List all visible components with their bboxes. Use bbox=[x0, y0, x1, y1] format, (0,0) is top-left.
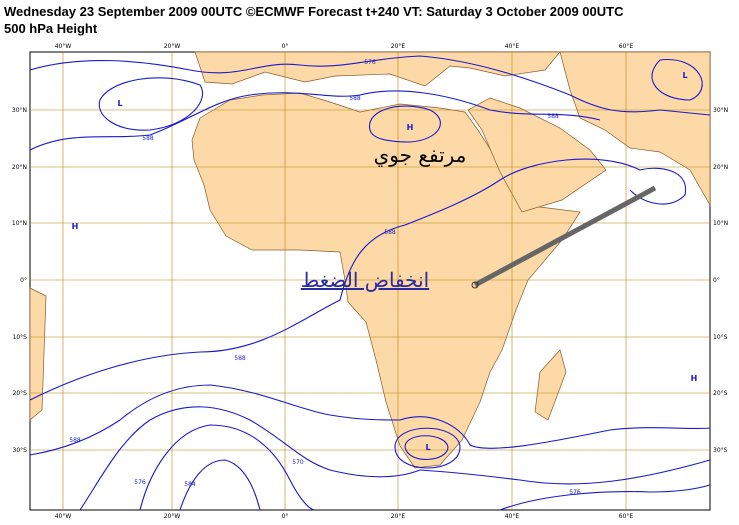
lat-label: 0° bbox=[713, 277, 720, 284]
europe bbox=[194, 51, 561, 87]
lat-label: 30°N bbox=[12, 107, 27, 114]
madagascar bbox=[534, 349, 567, 421]
land bbox=[29, 51, 711, 469]
arabia bbox=[467, 97, 607, 213]
lon-label: 40°W bbox=[55, 513, 72, 520]
lat-label: 10°N bbox=[12, 220, 27, 227]
contour bbox=[139, 424, 316, 511]
pressure-center: L bbox=[425, 443, 430, 452]
contour-label: 576 bbox=[134, 479, 146, 486]
contour bbox=[651, 59, 703, 101]
pressure-center: L bbox=[117, 99, 122, 108]
labels: 40°W 40°W 20°W 20°W 0° 0° 20°E 20°E 40°E 40°E 60°E… bbox=[12, 43, 728, 520]
contour-label: 588 bbox=[234, 355, 246, 362]
annotation-high: مرتفع جوي bbox=[374, 143, 467, 167]
asia bbox=[559, 51, 711, 207]
lat-label: 10°S bbox=[13, 334, 28, 341]
lat-label: 30°N bbox=[713, 107, 728, 114]
contour bbox=[394, 427, 461, 469]
lon-label: 60°E bbox=[619, 43, 634, 50]
contour-label: 588 bbox=[384, 229, 396, 236]
pressure-center: H bbox=[691, 374, 698, 383]
arrow-tail bbox=[471, 281, 479, 289]
contour bbox=[79, 406, 711, 511]
title: Wednesday 23 September 2009 00UTC ©ECMWF… bbox=[4, 4, 624, 19]
lat-label: 10°N bbox=[713, 220, 728, 227]
contour bbox=[29, 158, 686, 401]
lon-label: 40°W bbox=[55, 43, 72, 50]
lat-label: 20°S bbox=[13, 390, 28, 397]
lat-label: 20°S bbox=[713, 390, 728, 397]
contour bbox=[179, 459, 261, 511]
pressure-center: L bbox=[682, 71, 687, 80]
contour-label: 570 bbox=[292, 459, 304, 466]
lat-label: 20°N bbox=[713, 164, 728, 171]
contour bbox=[29, 55, 711, 116]
lat-label: 30°S bbox=[713, 447, 728, 454]
lon-label: 20°E bbox=[391, 43, 406, 50]
lat-label: 30°S bbox=[13, 447, 28, 454]
africa bbox=[191, 92, 581, 469]
lon-label: 0° bbox=[282, 513, 289, 520]
lat-label: 0° bbox=[20, 277, 27, 284]
lon-label: 60°E bbox=[619, 513, 634, 520]
pressure-center: H bbox=[72, 222, 79, 231]
lat-label: 20°N bbox=[12, 164, 27, 171]
contour-label: 588 bbox=[349, 95, 361, 102]
pressure-center: H bbox=[407, 123, 414, 132]
contour bbox=[98, 77, 204, 131]
south-america bbox=[29, 287, 47, 421]
contour bbox=[29, 384, 711, 456]
contour-label: 588 bbox=[69, 437, 81, 444]
contour bbox=[369, 105, 441, 143]
lon-label: 20°E bbox=[391, 513, 406, 520]
lon-label: 20°W bbox=[164, 513, 181, 520]
lon-label: 40°E bbox=[505, 43, 520, 50]
arrow bbox=[473, 185, 657, 288]
contours bbox=[29, 55, 711, 511]
lon-label: 40°E bbox=[505, 513, 520, 520]
lon-label: 20°W bbox=[164, 43, 181, 50]
graticule bbox=[30, 52, 710, 510]
contour-label: 576 bbox=[569, 489, 581, 496]
contour-label: 584 bbox=[184, 481, 196, 488]
lon-label: 0° bbox=[282, 43, 289, 50]
annotation-low: انخفاض الضغط bbox=[301, 268, 429, 292]
contour-label: 576 bbox=[364, 59, 376, 66]
contour-label: 588 bbox=[142, 135, 154, 142]
contour-label: 588 bbox=[547, 113, 559, 120]
contour bbox=[499, 484, 711, 511]
contour bbox=[29, 90, 601, 151]
lat-label: 10°S bbox=[713, 334, 728, 341]
subtitle: 500 hPa Height bbox=[4, 21, 98, 36]
